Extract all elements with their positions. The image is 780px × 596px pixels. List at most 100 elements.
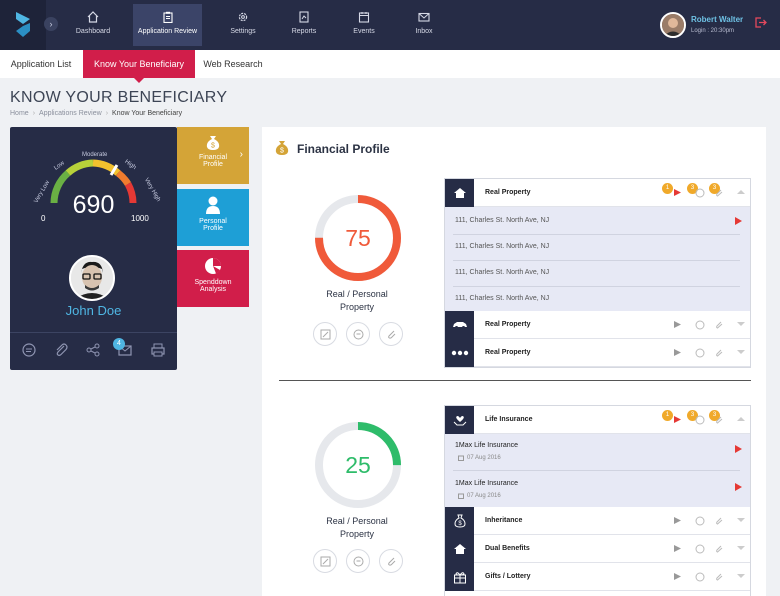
sidebar-toggle-button[interactable]: › xyxy=(44,17,58,31)
nav-inbox[interactable]: Inbox xyxy=(404,4,444,46)
comment-button[interactable] xyxy=(346,549,370,573)
flag-icon[interactable] xyxy=(735,445,742,453)
flag-icon[interactable] xyxy=(673,188,682,197)
tab-know-your-beneficiary[interactable]: Know Your Beneficiary xyxy=(83,50,195,83)
comment-icon[interactable] xyxy=(21,342,37,358)
tile-personal-profile[interactable]: Personal Profile xyxy=(177,189,249,246)
chevron-up-icon[interactable] xyxy=(736,188,746,196)
flag-icon[interactable] xyxy=(735,217,742,225)
message-count-badge: 4 xyxy=(113,338,125,350)
flag-icon[interactable] xyxy=(735,483,742,491)
edit-button[interactable] xyxy=(313,549,337,573)
flag-icon[interactable] xyxy=(673,415,682,424)
user-photo-icon xyxy=(662,14,684,36)
chevron-down-icon[interactable] xyxy=(736,320,746,328)
row-icon-box xyxy=(445,339,474,367)
comment-icon[interactable] xyxy=(695,572,705,582)
list-header-life-insurance[interactable]: Life Insurance 1 3 3 xyxy=(445,406,750,434)
nav-dashboard[interactable]: Dashboard xyxy=(64,4,122,46)
list-row-inheritance[interactable]: $ Inheritance xyxy=(445,507,750,535)
row-icon-box: $ xyxy=(445,507,474,535)
tab-application-list[interactable]: Application List xyxy=(10,59,72,69)
attachment-icon[interactable] xyxy=(714,320,724,330)
home-icon xyxy=(453,188,466,198)
flag-icon[interactable] xyxy=(673,544,682,553)
policy-item[interactable]: 1Max Life Insurance xyxy=(455,480,518,487)
nav-reports[interactable]: Reports xyxy=(282,4,326,46)
list-row-gifts-lottery[interactable]: Gifts / Lottery xyxy=(445,563,750,591)
comment-icon[interactable] xyxy=(695,348,705,358)
beneficiary-avatar xyxy=(69,255,115,301)
attachment-icon[interactable] xyxy=(53,342,69,358)
address-item[interactable]: 111, Charles St. North Ave, NJ xyxy=(455,243,550,250)
breadcrumb-home[interactable]: Home xyxy=(10,110,29,117)
row-icon-box xyxy=(445,311,474,339)
tile-spenddown-analysis[interactable]: Spenddown Analysis xyxy=(177,250,249,307)
list-row-real-property-vehicle[interactable]: Real Property xyxy=(445,311,750,339)
attachment-icon[interactable] xyxy=(714,415,724,425)
chevron-down-icon[interactable] xyxy=(736,516,746,524)
attach-button[interactable] xyxy=(379,322,403,346)
tile-financial-profile[interactable]: $ Financial Profile › xyxy=(177,127,249,184)
ring-progress-arc xyxy=(315,195,401,281)
address-item[interactable]: 111, Charles St. North Ave, NJ xyxy=(455,295,550,302)
app-logo[interactable] xyxy=(0,0,46,50)
address-item[interactable]: 111, Charles St. North Ave, NJ xyxy=(455,217,550,224)
chevron-down-icon[interactable] xyxy=(736,544,746,552)
policy-item[interactable]: 1Max Life Insurance xyxy=(455,442,518,449)
svg-text:$: $ xyxy=(211,143,215,150)
list-row-real-property-more[interactable]: Real Property xyxy=(445,339,750,367)
comment-button[interactable] xyxy=(346,322,370,346)
nav-events[interactable]: Events xyxy=(343,4,385,46)
comment-icon[interactable] xyxy=(695,415,705,425)
flag-icon[interactable] xyxy=(673,572,682,581)
policy-date: 07 Aug 2016 xyxy=(467,493,501,499)
tile-spenddown-label-1: Spenddown xyxy=(194,279,232,286)
list-header-real-property[interactable]: Real Property 1 3 3 xyxy=(445,179,750,207)
tab-web-research[interactable]: Web Research xyxy=(203,59,263,69)
list-row-dual-benefits[interactable]: Dual Benefits xyxy=(445,535,750,563)
comment-icon[interactable] xyxy=(695,516,705,526)
real-property-expanded: 111, Charles St. North Ave, NJ 111, Char… xyxy=(445,207,750,311)
chevron-up-icon[interactable] xyxy=(736,415,746,423)
row-label: Gifts / Lottery xyxy=(485,573,531,580)
attachment-icon[interactable] xyxy=(714,544,724,554)
nav-application-review[interactable]: Application Review xyxy=(133,4,202,46)
attachment-icon[interactable] xyxy=(714,572,724,582)
attachment-icon[interactable] xyxy=(714,516,724,526)
address-item[interactable]: 111, Charles St. North Ave, NJ xyxy=(455,269,550,276)
chevron-down-icon[interactable] xyxy=(736,572,746,580)
attachment-icon xyxy=(387,557,395,566)
edit-button[interactable] xyxy=(313,322,337,346)
more-icon xyxy=(451,350,468,356)
nav-settings[interactable]: Settings xyxy=(220,4,266,46)
comment-icon[interactable] xyxy=(695,320,705,330)
share-icon[interactable] xyxy=(85,342,101,358)
attach-button[interactable] xyxy=(379,549,403,573)
flag-icon[interactable] xyxy=(673,348,682,357)
tile-personal-label-2: Profile xyxy=(203,225,223,232)
attachment-icon[interactable] xyxy=(714,348,724,358)
flag-icon[interactable] xyxy=(673,320,682,329)
policy-prefix: 1 xyxy=(455,480,459,487)
user-avatar[interactable] xyxy=(660,12,686,38)
comment-icon[interactable] xyxy=(695,188,705,198)
edit-icon xyxy=(320,556,330,566)
logout-icon[interactable] xyxy=(754,16,767,29)
comment-icon[interactable] xyxy=(695,544,705,554)
chevron-down-icon[interactable] xyxy=(736,348,746,356)
ring-chart-real-property xyxy=(315,195,401,281)
row-label: Life Insurance xyxy=(485,416,533,423)
gauge-label-moderate: Moderate xyxy=(82,152,108,158)
user-name[interactable]: Robert Walter xyxy=(691,15,744,24)
breadcrumb-applications-review[interactable]: Applications Review xyxy=(39,110,102,117)
credit-score-gauge xyxy=(50,159,137,204)
gauge-min: 0 xyxy=(41,214,46,223)
policy-name: Max Life Insurance xyxy=(458,480,519,487)
gift-icon xyxy=(453,572,466,584)
attachment-icon[interactable] xyxy=(714,188,724,198)
ring-label: Real / Personal Property xyxy=(297,288,417,314)
flag-icon[interactable] xyxy=(673,516,682,525)
print-icon[interactable] xyxy=(150,342,166,358)
divider xyxy=(453,286,740,287)
